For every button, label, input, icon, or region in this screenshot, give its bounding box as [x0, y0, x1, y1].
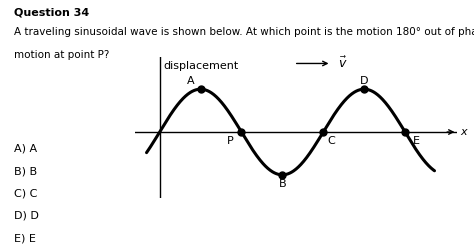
Text: B) B: B) B	[14, 166, 37, 176]
Text: Question 34: Question 34	[14, 7, 90, 17]
Text: D) D: D) D	[14, 211, 39, 221]
Text: D: D	[360, 76, 368, 87]
Text: A: A	[187, 76, 194, 87]
Text: A) A: A) A	[14, 144, 37, 154]
Text: x: x	[461, 127, 467, 137]
Text: P: P	[227, 136, 233, 146]
Text: $\vec{v}$: $\vec{v}$	[338, 56, 347, 71]
Text: E: E	[413, 136, 420, 146]
Text: C: C	[328, 136, 335, 146]
Text: motion at point P?: motion at point P?	[14, 50, 109, 60]
Text: B: B	[279, 179, 286, 189]
Text: displacement: displacement	[163, 61, 238, 71]
Text: C) C: C) C	[14, 188, 37, 198]
Text: A traveling sinusoidal wave is shown below. At which point is the motion 180° ou: A traveling sinusoidal wave is shown bel…	[14, 27, 474, 37]
Text: E) E: E) E	[14, 233, 36, 243]
